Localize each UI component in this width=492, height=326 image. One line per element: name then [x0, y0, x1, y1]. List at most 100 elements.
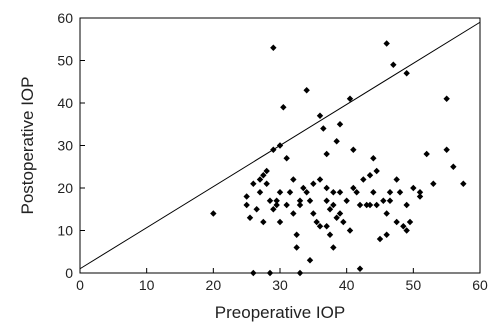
- data-point: [253, 206, 260, 213]
- y-tick-label: 40: [57, 95, 73, 111]
- data-point: [376, 235, 384, 243]
- data-point: [336, 210, 344, 217]
- x-axis-ticks: 0 10 20 30 40 50 60: [76, 268, 488, 293]
- data-point: [273, 201, 280, 209]
- data-point: [333, 138, 340, 145]
- data-point: [300, 184, 307, 192]
- data-point: [360, 176, 367, 183]
- data-point: [313, 218, 320, 226]
- data-point: [260, 218, 267, 226]
- data-point: [343, 197, 350, 204]
- data-point: [406, 218, 414, 226]
- y-axis-ticks: 0 10 20 30 40 50 60: [57, 10, 85, 281]
- data-point: [243, 193, 250, 200]
- data-point: [403, 227, 410, 234]
- data-point: [263, 180, 270, 187]
- data-point: [286, 189, 294, 196]
- data-point: [323, 184, 330, 192]
- data-point: [373, 167, 380, 175]
- data-point: [346, 227, 354, 234]
- data-point: [290, 176, 297, 183]
- x-tick-label: 20: [206, 277, 222, 293]
- x-tick-label: 50: [406, 277, 422, 293]
- x-tick-label: 60: [472, 277, 488, 293]
- data-point: [363, 201, 370, 209]
- data-point: [430, 180, 437, 187]
- data-point: [366, 201, 374, 209]
- data-point: [276, 189, 284, 196]
- data-point: [443, 146, 450, 153]
- data-point: [290, 210, 297, 217]
- y-tick-label: 20: [57, 180, 73, 196]
- data-point: [410, 184, 417, 192]
- data-point: [273, 197, 280, 204]
- data-point: [276, 218, 284, 226]
- data-point: [293, 244, 300, 251]
- data-point: [340, 218, 347, 226]
- data-point: [326, 206, 334, 213]
- data-point: [383, 210, 390, 217]
- data-point: [250, 269, 257, 277]
- x-axis-label: Preoperative IOP: [215, 303, 345, 322]
- data-point: [370, 189, 377, 196]
- y-tick-label: 30: [57, 138, 73, 154]
- data-point: [346, 95, 354, 102]
- x-tick-label: 30: [272, 277, 288, 293]
- data-point: [330, 189, 337, 196]
- data-point: [296, 201, 304, 209]
- data-point: [323, 223, 330, 230]
- data-point: [270, 44, 277, 51]
- x-tick-label: 0: [76, 277, 84, 293]
- data-point: [310, 180, 317, 187]
- data-point: [416, 193, 424, 200]
- data-point: [210, 210, 217, 217]
- data-point: [353, 189, 360, 196]
- data-point: [276, 142, 284, 149]
- data-point: [380, 197, 387, 204]
- data-point: [356, 201, 364, 209]
- data-point: [266, 269, 274, 277]
- data-point: [316, 112, 324, 119]
- data-point: [243, 201, 250, 209]
- data-point: [330, 201, 337, 209]
- data-point: [386, 197, 394, 204]
- data-point: [460, 180, 467, 187]
- data-point: [283, 155, 290, 162]
- data-point: [396, 189, 404, 196]
- data-point: [293, 231, 300, 238]
- data-points: [210, 40, 467, 277]
- plot-area: [79, 17, 481, 277]
- data-point: [416, 189, 424, 196]
- data-point: [450, 163, 457, 170]
- data-point: [336, 189, 344, 196]
- data-point: [296, 269, 304, 277]
- data-point: [350, 184, 357, 192]
- data-point: [260, 172, 267, 179]
- data-point: [400, 223, 407, 230]
- x-tick-label: 40: [339, 277, 355, 293]
- data-point: [256, 176, 264, 183]
- data-point: [356, 265, 364, 272]
- data-point: [256, 189, 264, 196]
- data-point: [370, 155, 377, 162]
- data-point: [316, 223, 324, 230]
- data-point: [320, 125, 327, 132]
- data-point: [383, 231, 390, 238]
- data-point: [423, 150, 430, 158]
- data-point: [336, 121, 344, 128]
- data-point: [393, 176, 400, 183]
- data-point: [310, 210, 317, 217]
- x-tick-label: 10: [139, 277, 155, 293]
- data-point: [270, 146, 277, 153]
- data-point: [326, 231, 334, 238]
- data-point: [366, 172, 374, 179]
- data-point: [303, 189, 310, 196]
- data-point: [323, 150, 330, 158]
- data-point: [323, 197, 330, 204]
- data-point: [306, 197, 314, 204]
- data-point: [280, 104, 287, 111]
- data-point: [390, 61, 397, 68]
- y-tick-label: 0: [65, 265, 73, 281]
- y-tick-label: 50: [57, 53, 73, 69]
- data-point: [350, 146, 357, 153]
